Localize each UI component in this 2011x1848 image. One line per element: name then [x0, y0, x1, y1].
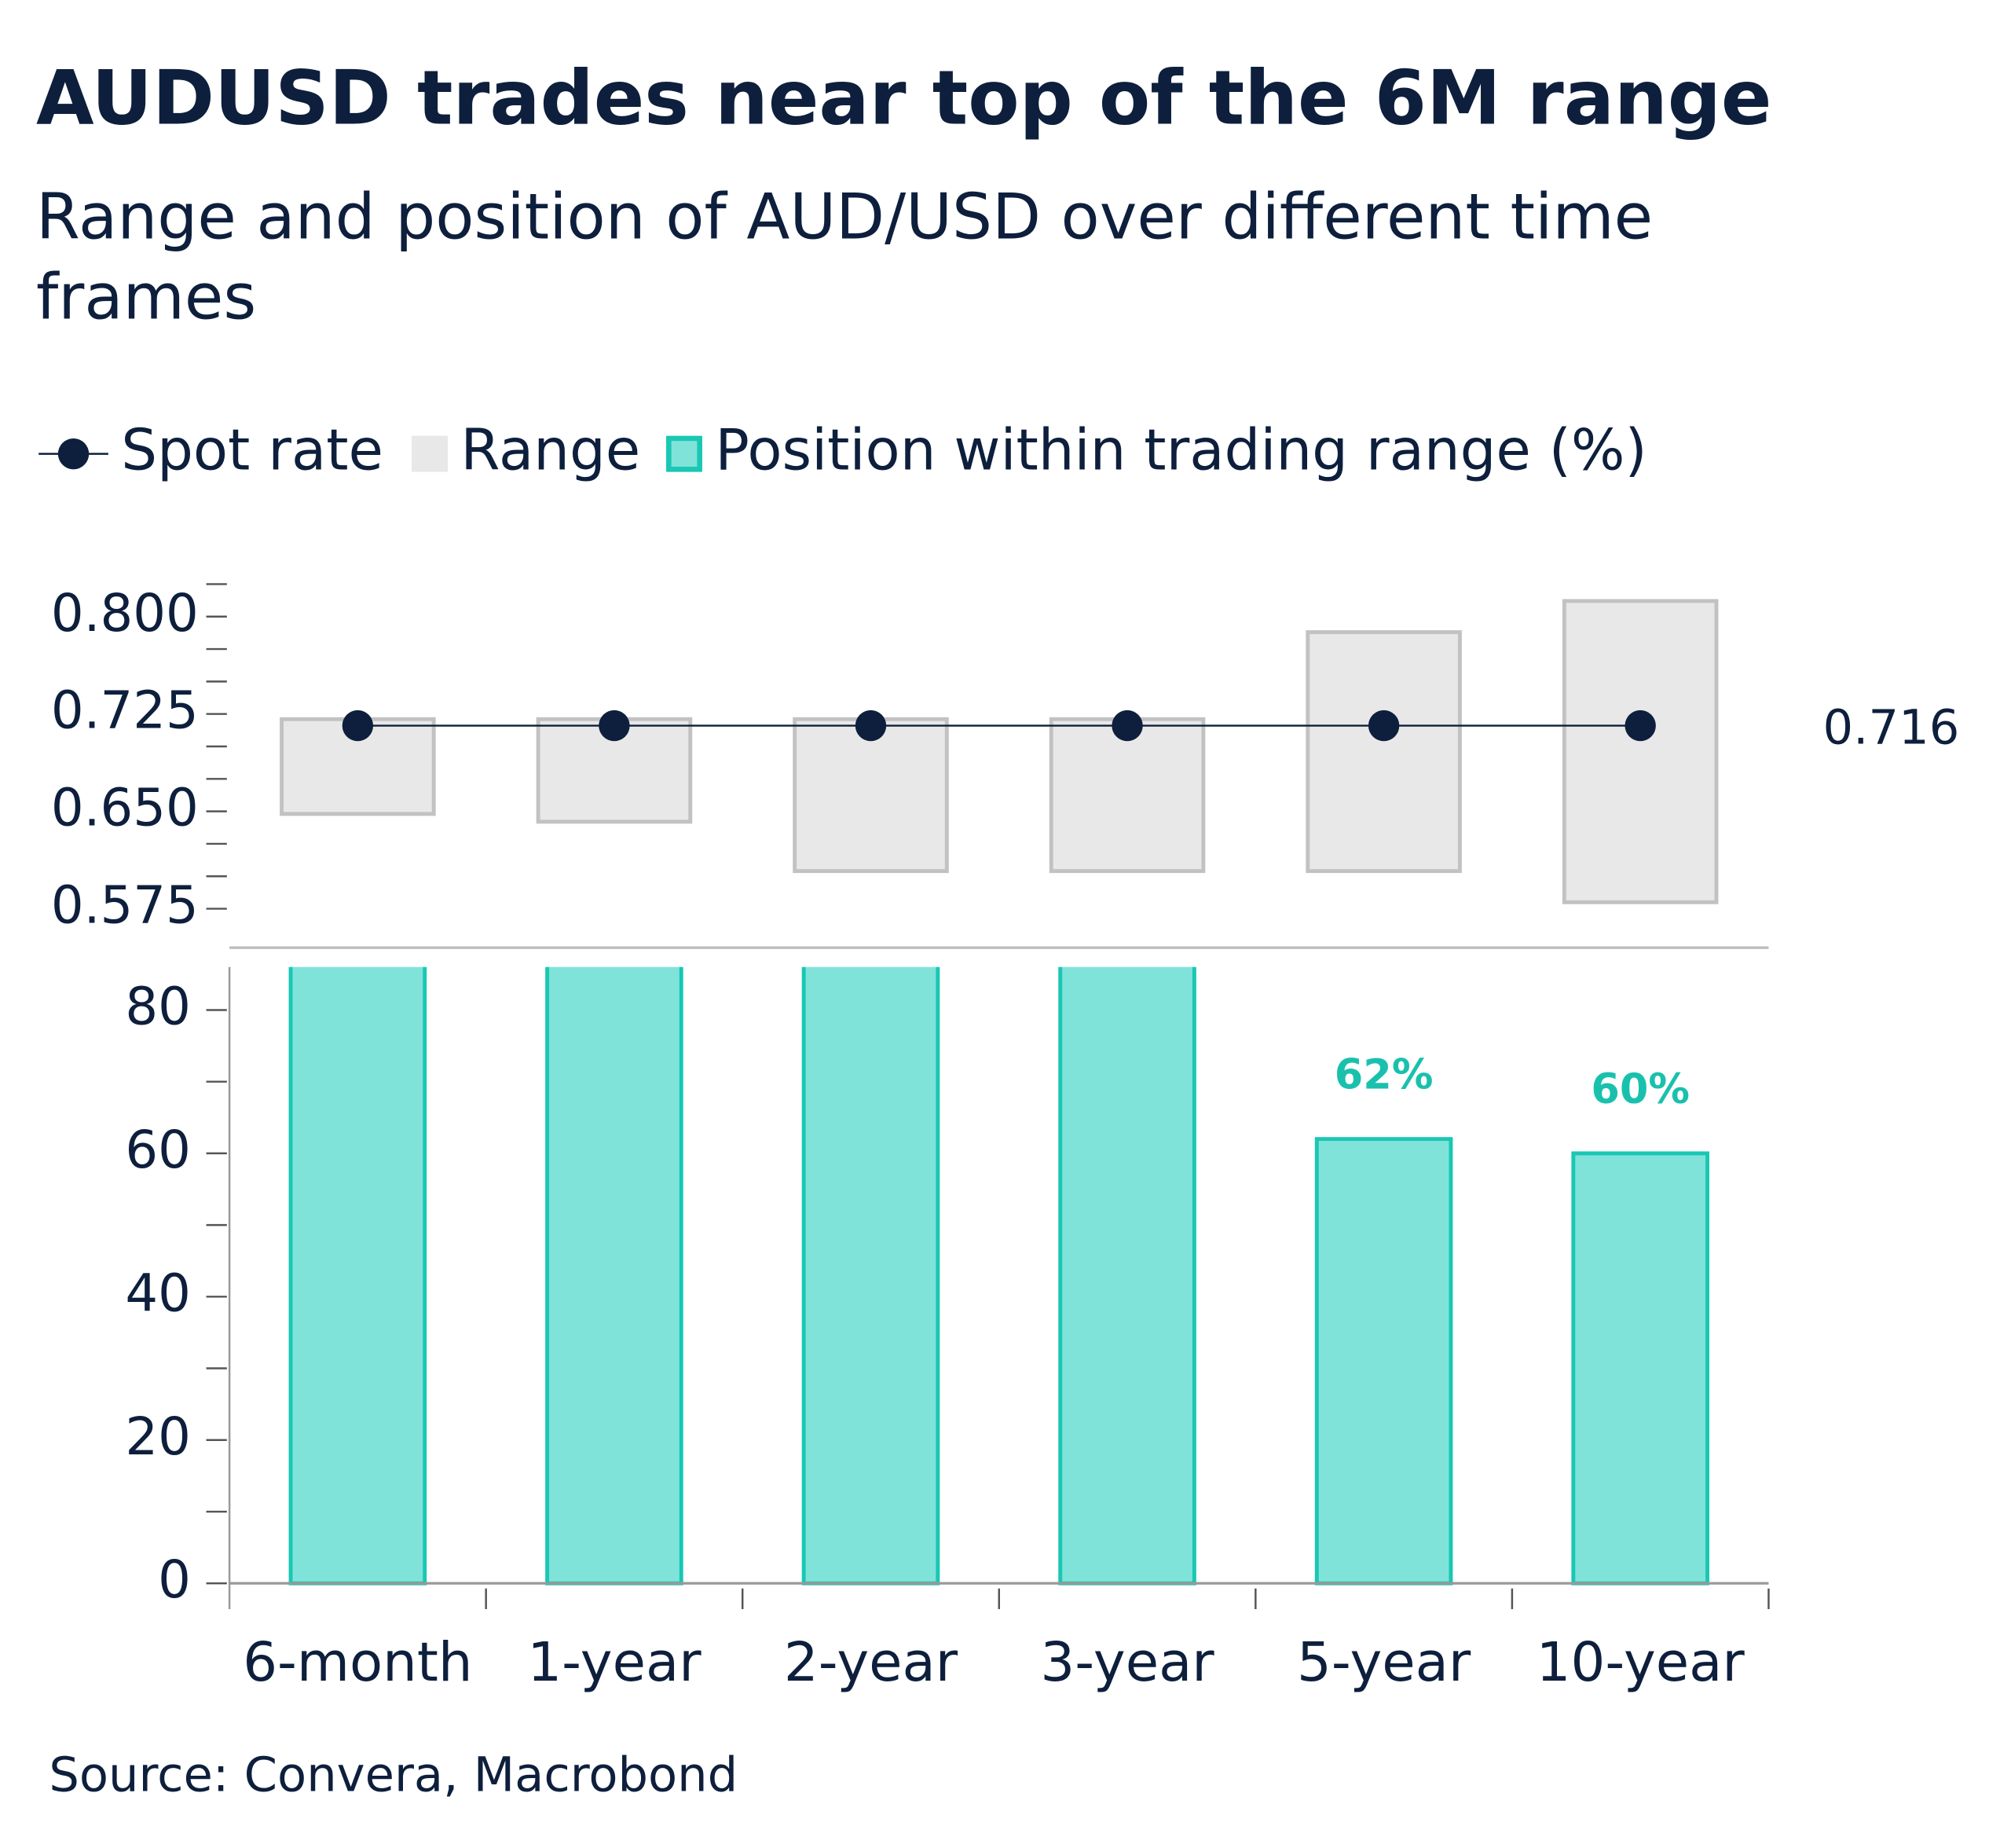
- bar: [1571, 1151, 1709, 1586]
- spot-dot: [342, 710, 374, 742]
- y-tick-label: 0: [158, 1550, 191, 1610]
- bar-value-label: 62%: [1335, 1051, 1434, 1099]
- legend-swatch: [666, 435, 702, 472]
- spot-dot: [599, 710, 630, 742]
- legend-swatch: [412, 435, 449, 472]
- bars: [288, 966, 1709, 1586]
- spot-dot: [1368, 710, 1400, 742]
- x-tick-label: 1-year: [527, 1631, 701, 1694]
- y-tick-label: 60: [125, 1120, 191, 1180]
- legend-label: Range: [460, 418, 640, 484]
- x-tick-label: 10-year: [1537, 1631, 1745, 1694]
- y-tick-label: 80: [125, 977, 191, 1037]
- y-tick-label: 40: [125, 1263, 191, 1323]
- x-tick-label: 5-year: [1297, 1631, 1471, 1694]
- x-tick-label: 2-year: [784, 1631, 958, 1694]
- spot-dot: [1625, 710, 1656, 742]
- chart-title: AUDUSD trades near top of the 6M range: [35, 53, 1772, 142]
- source-note: Source: Convera, Macrobond: [49, 1747, 738, 1803]
- bar: [545, 966, 683, 1586]
- legend-swatch: [57, 438, 90, 470]
- range-box: [1562, 599, 1719, 904]
- legend-label: Position within trading range (%): [715, 418, 1647, 484]
- spot-dot: [855, 710, 887, 742]
- range-box: [1306, 630, 1462, 874]
- spot-dot: [1112, 710, 1143, 742]
- bar-value-label: 60%: [1591, 1065, 1690, 1113]
- chart-subtitle: Range and position of AUD/USD over diffe…: [35, 180, 1654, 335]
- y-tick-label: 0.725: [51, 681, 199, 741]
- bar: [1314, 1137, 1453, 1586]
- x-tick-label: 3-year: [1040, 1631, 1214, 1694]
- y-tick-label: 0.650: [51, 779, 199, 838]
- bar: [1058, 966, 1196, 1586]
- range-box: [1049, 717, 1206, 874]
- range-box: [793, 717, 949, 874]
- bar: [288, 966, 427, 1586]
- y-tick-label: 20: [125, 1407, 191, 1467]
- spot-label: 0.716: [1823, 701, 1960, 756]
- y-tick-label: 0.800: [51, 584, 199, 644]
- bar: [801, 966, 940, 1586]
- x-tick-label: 6-month: [243, 1631, 472, 1694]
- legend-label: Spot rate: [121, 418, 383, 484]
- y-tick-label: 0.575: [51, 876, 199, 936]
